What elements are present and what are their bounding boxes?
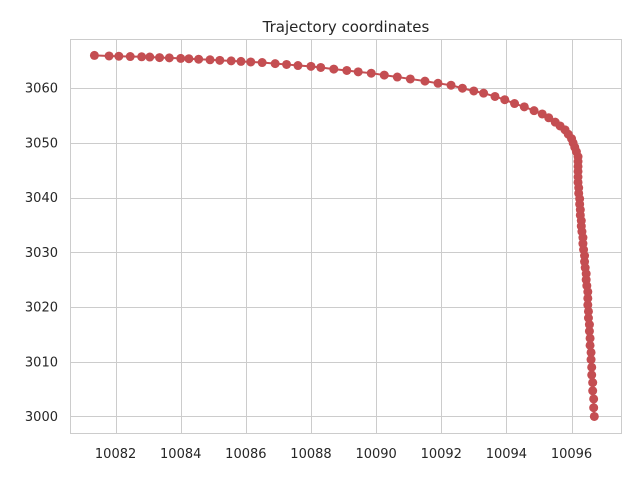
data-point: [342, 65, 352, 75]
data-point: [316, 62, 326, 72]
data-point: [125, 52, 135, 62]
x-tick-label: 10086: [225, 447, 266, 462]
data-point: [519, 102, 529, 112]
y-tick-label: 3040: [25, 191, 58, 206]
data-point: [588, 378, 598, 388]
data-point: [586, 355, 596, 365]
chart-title: Trajectory coordinates: [262, 18, 430, 36]
data-point: [104, 51, 114, 61]
data-point: [537, 109, 547, 119]
data-point: [589, 403, 599, 413]
y-tick-label: 3010: [25, 355, 58, 370]
data-point: [306, 61, 316, 71]
data-point: [270, 59, 280, 69]
data-point: [585, 333, 595, 343]
data-point: [329, 64, 339, 74]
data-point: [353, 67, 363, 77]
data-point: [155, 53, 165, 63]
data-point: [583, 306, 593, 316]
data-point: [194, 54, 204, 64]
data-point: [583, 293, 593, 303]
x-tick-labels: 10082 10084 10086 10088 10090 10092 10094 10096: [95, 447, 592, 462]
data-point: [433, 78, 443, 88]
data-point: [420, 76, 430, 86]
data-point: [544, 113, 554, 123]
data-point: [583, 300, 593, 310]
data-point: [585, 340, 595, 350]
plot-frame: [70, 39, 622, 434]
data-point: [589, 394, 599, 404]
x-tick-label: 10082: [95, 447, 136, 462]
data-point: [584, 326, 594, 336]
data-point: [510, 99, 520, 109]
x-tick-label: 10096: [551, 447, 592, 462]
data-point: [282, 59, 292, 69]
data-point: [490, 91, 500, 101]
x-tick-label: 10092: [421, 447, 462, 462]
y-tick-labels: 3000 3010 3020 3030 3040 3050 3060: [25, 82, 58, 425]
data-point: [587, 362, 597, 372]
data-point: [586, 347, 596, 357]
data-point: [457, 83, 467, 93]
x-tick-label: 10084: [160, 447, 201, 462]
y-tick-label: 3020: [25, 301, 58, 316]
grid-layer: [70, 39, 622, 434]
data-point: [588, 386, 598, 396]
data-point: [293, 61, 303, 71]
data-point: [405, 74, 415, 84]
y-tick-label: 3060: [25, 82, 58, 97]
data-point: [137, 52, 147, 62]
x-tick-label: 10090: [355, 447, 396, 462]
data-point: [164, 53, 174, 63]
data-point: [114, 51, 124, 61]
data-point: [257, 58, 267, 68]
data-point: [584, 320, 594, 330]
y-tick-label: 3050: [25, 136, 58, 151]
data-point: [236, 56, 246, 66]
data-point: [583, 287, 593, 297]
data-point: [379, 70, 389, 80]
data-point: [176, 53, 186, 63]
data-point: [246, 57, 256, 67]
data-point: [215, 55, 225, 65]
series-point-layer: [89, 50, 599, 421]
data-point: [446, 80, 456, 90]
data-point: [469, 86, 479, 96]
data-point: [589, 411, 599, 421]
data-point: [500, 95, 510, 105]
data-point: [366, 68, 376, 78]
data-point: [145, 52, 155, 62]
data-point: [184, 54, 194, 64]
y-tick-label: 3030: [25, 246, 58, 261]
x-tick-label: 10088: [290, 447, 331, 462]
data-point: [587, 370, 597, 380]
data-point: [529, 106, 539, 116]
data-point: [479, 88, 489, 98]
x-tick-label: 10094: [486, 447, 527, 462]
data-point: [89, 50, 99, 60]
data-point: [205, 55, 215, 65]
data-point: [226, 56, 236, 66]
data-point: [392, 72, 402, 82]
y-tick-label: 3000: [25, 410, 58, 425]
